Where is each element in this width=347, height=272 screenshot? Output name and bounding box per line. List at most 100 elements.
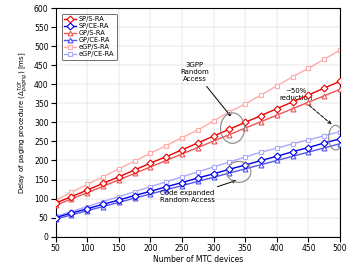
SP/S-RA	[322, 86, 326, 90]
GP/CE-RA	[212, 176, 216, 179]
SP/CE-RA	[164, 185, 168, 188]
GP/CE-RA	[306, 150, 311, 154]
eGP/S-RA	[117, 167, 121, 171]
GP/S-RA	[164, 159, 168, 162]
Line: GP/CE-RA: GP/CE-RA	[53, 141, 342, 222]
SP/CE-RA	[227, 168, 231, 171]
GP/S-RA	[101, 185, 105, 188]
Y-axis label: Delay of paging procedure ($\Delta^{TOT}_{paging}$) [ms]: Delay of paging procedure ($\Delta^{TOT}…	[17, 51, 31, 194]
GP/S-RA	[196, 146, 200, 149]
GP/S-RA	[212, 140, 216, 143]
SP/CE-RA	[148, 190, 152, 193]
SP/S-RA	[212, 134, 216, 138]
eGP/S-RA	[243, 103, 247, 106]
GP/CE-RA	[148, 192, 152, 196]
SP/S-RA	[164, 155, 168, 158]
GP/CE-RA	[227, 171, 231, 175]
SP/S-RA	[133, 168, 137, 172]
GP/S-RA	[275, 113, 279, 117]
GP/CE-RA	[53, 218, 58, 221]
GP/CE-RA	[101, 205, 105, 208]
SP/CE-RA	[338, 137, 342, 140]
eGP/CE-RA	[306, 138, 311, 141]
eGP/S-RA	[85, 183, 89, 186]
GP/S-RA	[322, 94, 326, 97]
Line: eGP/CE-RA: eGP/CE-RA	[53, 129, 342, 219]
eGP/S-RA	[148, 152, 152, 155]
eGP/S-RA	[275, 84, 279, 88]
eGP/CE-RA	[133, 190, 137, 193]
eGP/S-RA	[259, 93, 263, 97]
GP/S-RA	[306, 101, 311, 104]
GP/S-RA	[243, 126, 247, 130]
SP/S-RA	[275, 107, 279, 110]
eGP/S-RA	[69, 191, 74, 194]
SP/S-RA	[69, 195, 74, 198]
SP/CE-RA	[196, 176, 200, 180]
GP/CE-RA	[85, 209, 89, 212]
eGP/S-RA	[338, 48, 342, 52]
eGP/CE-RA	[322, 134, 326, 137]
SP/CE-RA	[69, 211, 74, 215]
SP/S-RA	[227, 128, 231, 131]
eGP/S-RA	[227, 110, 231, 113]
SP/CE-RA	[259, 159, 263, 162]
GP/S-RA	[69, 197, 74, 200]
eGP/S-RA	[180, 136, 184, 139]
GP/S-RA	[227, 133, 231, 136]
SP/S-RA	[306, 93, 311, 97]
eGP/S-RA	[322, 58, 326, 61]
Line: SP/S-RA: SP/S-RA	[53, 79, 342, 206]
GP/CE-RA	[290, 155, 295, 158]
SP/CE-RA	[306, 146, 311, 149]
SP/CE-RA	[133, 194, 137, 197]
SP/S-RA	[180, 148, 184, 152]
eGP/CE-RA	[164, 180, 168, 183]
SP/CE-RA	[53, 216, 58, 219]
Text: ~50%
reduction: ~50% reduction	[279, 88, 331, 124]
GP/CE-RA	[69, 213, 74, 217]
GP/S-RA	[85, 191, 89, 194]
GP/CE-RA	[275, 159, 279, 162]
eGP/CE-RA	[85, 205, 89, 208]
SP/CE-RA	[243, 163, 247, 167]
eGP/CE-RA	[69, 210, 74, 213]
eGP/CE-RA	[53, 215, 58, 218]
SP/S-RA	[243, 121, 247, 124]
SP/CE-RA	[85, 207, 89, 211]
GP/CE-RA	[322, 146, 326, 150]
SP/S-RA	[101, 182, 105, 185]
eGP/CE-RA	[180, 175, 184, 178]
eGP/CE-RA	[212, 165, 216, 169]
SP/S-RA	[117, 175, 121, 178]
Text: 3GPP
Random
Access: 3GPP Random Access	[180, 61, 230, 116]
Legend: SP/S-RA, SP/CE-RA, GP/S-RA, GP/CE-RA, eGP/S-RA, eGP/CE-RA: SP/S-RA, SP/CE-RA, GP/S-RA, GP/CE-RA, eG…	[62, 14, 117, 60]
eGP/S-RA	[290, 75, 295, 78]
Line: eGP/S-RA: eGP/S-RA	[53, 48, 342, 203]
GP/CE-RA	[133, 197, 137, 200]
Text: Code expanded
Random Access: Code expanded Random Access	[160, 180, 235, 203]
eGP/S-RA	[133, 160, 137, 163]
eGP/CE-RA	[148, 185, 152, 188]
eGP/CE-RA	[227, 160, 231, 164]
GP/CE-RA	[164, 188, 168, 191]
GP/S-RA	[180, 152, 184, 156]
SP/CE-RA	[101, 203, 105, 206]
GP/CE-RA	[196, 180, 200, 183]
GP/S-RA	[259, 120, 263, 123]
eGP/CE-RA	[259, 150, 263, 154]
GP/CE-RA	[338, 142, 342, 145]
GP/S-RA	[133, 172, 137, 175]
SP/CE-RA	[290, 150, 295, 153]
GP/S-RA	[148, 165, 152, 169]
eGP/CE-RA	[101, 200, 105, 203]
Line: GP/S-RA: GP/S-RA	[53, 87, 342, 208]
SP/S-RA	[338, 80, 342, 83]
SP/S-RA	[53, 202, 58, 205]
SP/CE-RA	[212, 172, 216, 175]
GP/S-RA	[338, 88, 342, 91]
eGP/CE-RA	[290, 142, 295, 145]
eGP/S-RA	[212, 119, 216, 122]
eGP/CE-RA	[243, 155, 247, 159]
SP/S-RA	[290, 100, 295, 103]
